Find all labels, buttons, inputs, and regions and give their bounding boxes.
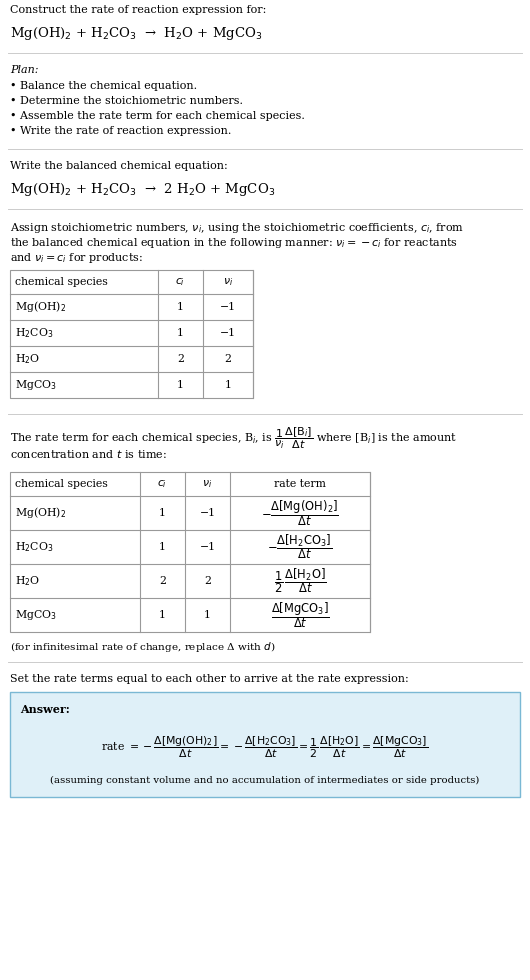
Text: 1: 1	[177, 380, 184, 390]
Text: Mg(OH)$_2$: Mg(OH)$_2$	[15, 506, 66, 520]
FancyBboxPatch shape	[10, 692, 520, 797]
Text: • Determine the stoichiometric numbers.: • Determine the stoichiometric numbers.	[10, 96, 243, 106]
Text: (assuming constant volume and no accumulation of intermediates or side products): (assuming constant volume and no accumul…	[50, 776, 480, 785]
Text: 1: 1	[204, 610, 211, 620]
Text: 2: 2	[225, 354, 232, 364]
Text: chemical species: chemical species	[15, 277, 108, 287]
Text: H$_2$O: H$_2$O	[15, 574, 40, 588]
Text: 1: 1	[177, 302, 184, 312]
Text: chemical species: chemical species	[15, 479, 108, 489]
Text: rate term: rate term	[274, 479, 326, 489]
Text: Mg(OH)$_2$ + H$_2$CO$_3$  →  2 H$_2$O + MgCO$_3$: Mg(OH)$_2$ + H$_2$CO$_3$ → 2 H$_2$O + Mg…	[10, 181, 275, 198]
Text: 2: 2	[204, 576, 211, 586]
Text: The rate term for each chemical species, B$_i$, is $\dfrac{1}{\nu_i}\dfrac{\Delt: The rate term for each chemical species,…	[10, 426, 457, 452]
Text: and $\nu_i = c_i$ for products:: and $\nu_i = c_i$ for products:	[10, 251, 143, 265]
Text: • Assemble the rate term for each chemical species.: • Assemble the rate term for each chemic…	[10, 111, 305, 121]
Text: −1: −1	[199, 542, 216, 552]
Text: −1: −1	[199, 508, 216, 518]
Text: Mg(OH)$_2$ + H$_2$CO$_3$  →  H$_2$O + MgCO$_3$: Mg(OH)$_2$ + H$_2$CO$_3$ → H$_2$O + MgCO…	[10, 25, 262, 42]
Text: MgCO$_3$: MgCO$_3$	[15, 378, 57, 392]
Text: Write the balanced chemical equation:: Write the balanced chemical equation:	[10, 161, 228, 171]
Text: concentration and $t$ is time:: concentration and $t$ is time:	[10, 448, 167, 460]
Text: Mg(OH)$_2$: Mg(OH)$_2$	[15, 300, 66, 315]
Text: H$_2$CO$_3$: H$_2$CO$_3$	[15, 326, 54, 340]
Text: H$_2$CO$_3$: H$_2$CO$_3$	[15, 540, 54, 554]
Text: $\dfrac{1}{2}\,\dfrac{\Delta[\mathrm{H_2O}]}{\Delta t}$: $\dfrac{1}{2}\,\dfrac{\Delta[\mathrm{H_2…	[273, 566, 326, 596]
Text: H$_2$O: H$_2$O	[15, 352, 40, 366]
Text: $c_i$: $c_i$	[157, 478, 167, 490]
Text: $\nu_i$: $\nu_i$	[202, 478, 213, 490]
Text: 2: 2	[159, 576, 166, 586]
Text: $-\dfrac{\Delta[\mathrm{Mg(OH)_2}]}{\Delta t}$: $-\dfrac{\Delta[\mathrm{Mg(OH)_2}]}{\Del…	[261, 498, 339, 528]
Text: 1: 1	[159, 542, 166, 552]
Text: 1: 1	[159, 508, 166, 518]
Text: 1: 1	[159, 610, 166, 620]
Text: (for infinitesimal rate of change, replace Δ with $d$): (for infinitesimal rate of change, repla…	[10, 640, 276, 654]
Text: Assign stoichiometric numbers, $\nu_i$, using the stoichiometric coefficients, $: Assign stoichiometric numbers, $\nu_i$, …	[10, 221, 464, 235]
Text: 1: 1	[225, 380, 232, 390]
Text: • Write the rate of reaction expression.: • Write the rate of reaction expression.	[10, 126, 232, 136]
Text: rate $= -\dfrac{\Delta[\mathrm{Mg(OH)_2}]}{\Delta t} = -\dfrac{\Delta[\mathrm{H_: rate $= -\dfrac{\Delta[\mathrm{Mg(OH)_2}…	[101, 734, 429, 760]
Text: $\dfrac{\Delta[\mathrm{MgCO_3}]}{\Delta t}$: $\dfrac{\Delta[\mathrm{MgCO_3}]}{\Delta …	[271, 600, 329, 630]
Text: Set the rate terms equal to each other to arrive at the rate expression:: Set the rate terms equal to each other t…	[10, 674, 409, 684]
Text: Plan:: Plan:	[10, 65, 39, 75]
Text: Answer:: Answer:	[20, 704, 70, 715]
Text: 2: 2	[177, 354, 184, 364]
Text: Construct the rate of reaction expression for:: Construct the rate of reaction expressio…	[10, 5, 267, 15]
Bar	[10, 270, 253, 398]
Text: −1: −1	[220, 302, 236, 312]
Bar	[10, 472, 370, 632]
Text: 1: 1	[177, 328, 184, 338]
Text: $-\dfrac{\Delta[\mathrm{H_2CO_3}]}{\Delta t}$: $-\dfrac{\Delta[\mathrm{H_2CO_3}]}{\Delt…	[267, 533, 333, 562]
Text: the balanced chemical equation in the following manner: $\nu_i = -c_i$ for react: the balanced chemical equation in the fo…	[10, 236, 458, 250]
Text: $\nu_i$: $\nu_i$	[223, 276, 233, 288]
Text: • Balance the chemical equation.: • Balance the chemical equation.	[10, 81, 197, 91]
Text: MgCO$_3$: MgCO$_3$	[15, 608, 57, 622]
Text: −1: −1	[220, 328, 236, 338]
Text: $c_i$: $c_i$	[175, 276, 186, 288]
